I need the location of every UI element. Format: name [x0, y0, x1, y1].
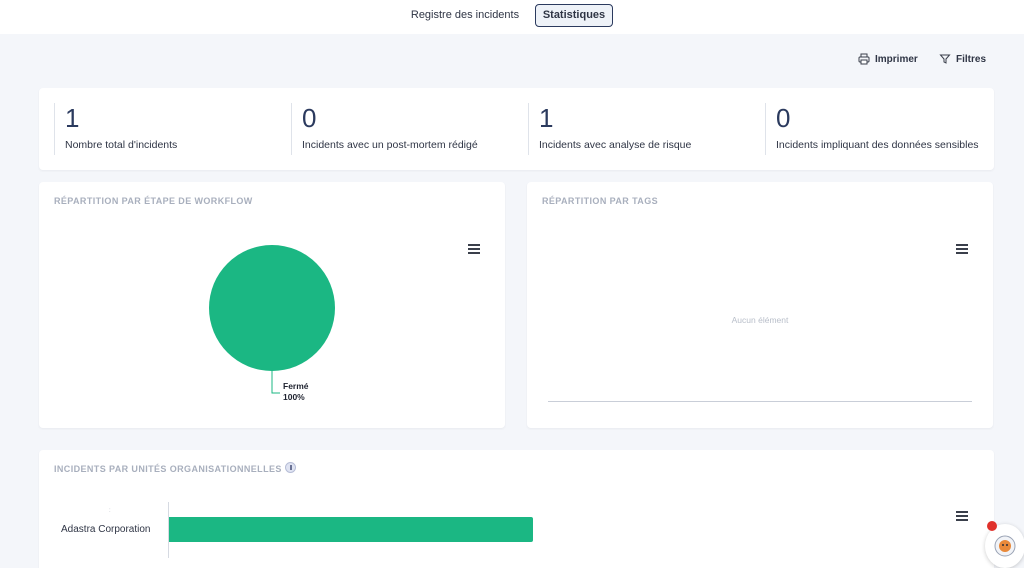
kpi-value: 0 — [776, 103, 791, 133]
tags-chart-axis — [548, 401, 972, 402]
kpi-sensitive-data: 0 Incidents impliquant des données sensi… — [765, 103, 994, 155]
kpi-post-mortem: 0 Incidents avec un post-mortem rédigé — [291, 103, 528, 155]
kpi-label: Incidents impliquant des données sensibl… — [776, 139, 979, 151]
tab-registre-des-incidents[interactable]: Registre des incidents — [410, 9, 520, 21]
org-units-chart-menu-icon[interactable] — [956, 511, 968, 521]
print-button[interactable]: Imprimer — [858, 52, 918, 66]
astronaut-icon — [994, 535, 1016, 557]
tags-chart-title: RÉPARTITION PAR TAGS — [542, 196, 658, 206]
printer-icon — [858, 53, 870, 65]
filters-label: Filtres — [956, 53, 987, 65]
tags-empty-state: Aucun élément — [731, 315, 789, 325]
filters-button[interactable]: Filtres — [939, 52, 986, 66]
org-units-chart-title: INCIDENTS PAR UNITÉS ORGANISATIONNELLES — [54, 464, 282, 474]
print-label: Imprimer — [875, 53, 918, 65]
tab-statistiques[interactable]: Statistiques — [535, 4, 613, 27]
pie-label-connector — [271, 371, 280, 394]
pie-data-label-percent: 100% — [283, 392, 305, 402]
kpi-label: Incidents avec un post-mortem rédigé — [302, 139, 478, 151]
workflow-chart-card: RÉPARTITION PAR ÉTAPE DE WORKFLOW Fermé 1… — [39, 182, 505, 428]
tags-chart-card: RÉPARTITION PAR TAGS Aucun élément — [527, 182, 993, 428]
pie-slice-0[interactable] — [209, 245, 335, 371]
help-assistant-widget[interactable] — [983, 520, 1024, 568]
workflow-chart-title: RÉPARTITION PAR ÉTAPE DE WORKFLOW — [54, 196, 253, 206]
kpi-label: Nombre total d'incidents — [65, 139, 178, 151]
top-tab-bar: Registre des incidents Statistiques — [0, 0, 1024, 34]
org-units-chart-axis — [168, 502, 169, 558]
kpi-value: 1 — [65, 103, 80, 133]
org-units-chart-card: INCIDENTS PAR UNITÉS ORGANISATIONNELLES … — [39, 450, 994, 568]
bar-adastra-corporation[interactable] — [169, 517, 533, 542]
kpi-value: 1 — [539, 103, 554, 133]
kpi-summary-card: 1 Nombre total d'incidents 0 Incidents a… — [39, 88, 994, 170]
tags-chart-menu-icon[interactable] — [956, 244, 968, 254]
notification-badge — [987, 521, 997, 531]
bar-category-label: Adastra Corporation — [61, 524, 151, 535]
workflow-chart-menu-icon[interactable] — [468, 244, 480, 254]
axis-tick-dot: : — [109, 508, 111, 514]
info-icon[interactable] — [285, 462, 296, 473]
assistant-avatar[interactable] — [985, 524, 1024, 568]
pie-data-label-name: Fermé — [283, 381, 309, 391]
kpi-value: 0 — [302, 103, 317, 133]
kpi-risk-analysis: 1 Incidents avec analyse de risque — [528, 103, 765, 155]
kpi-total-incidents: 1 Nombre total d'incidents — [54, 103, 291, 155]
kpi-label: Incidents avec analyse de risque — [539, 139, 692, 151]
filter-icon — [939, 54, 951, 64]
